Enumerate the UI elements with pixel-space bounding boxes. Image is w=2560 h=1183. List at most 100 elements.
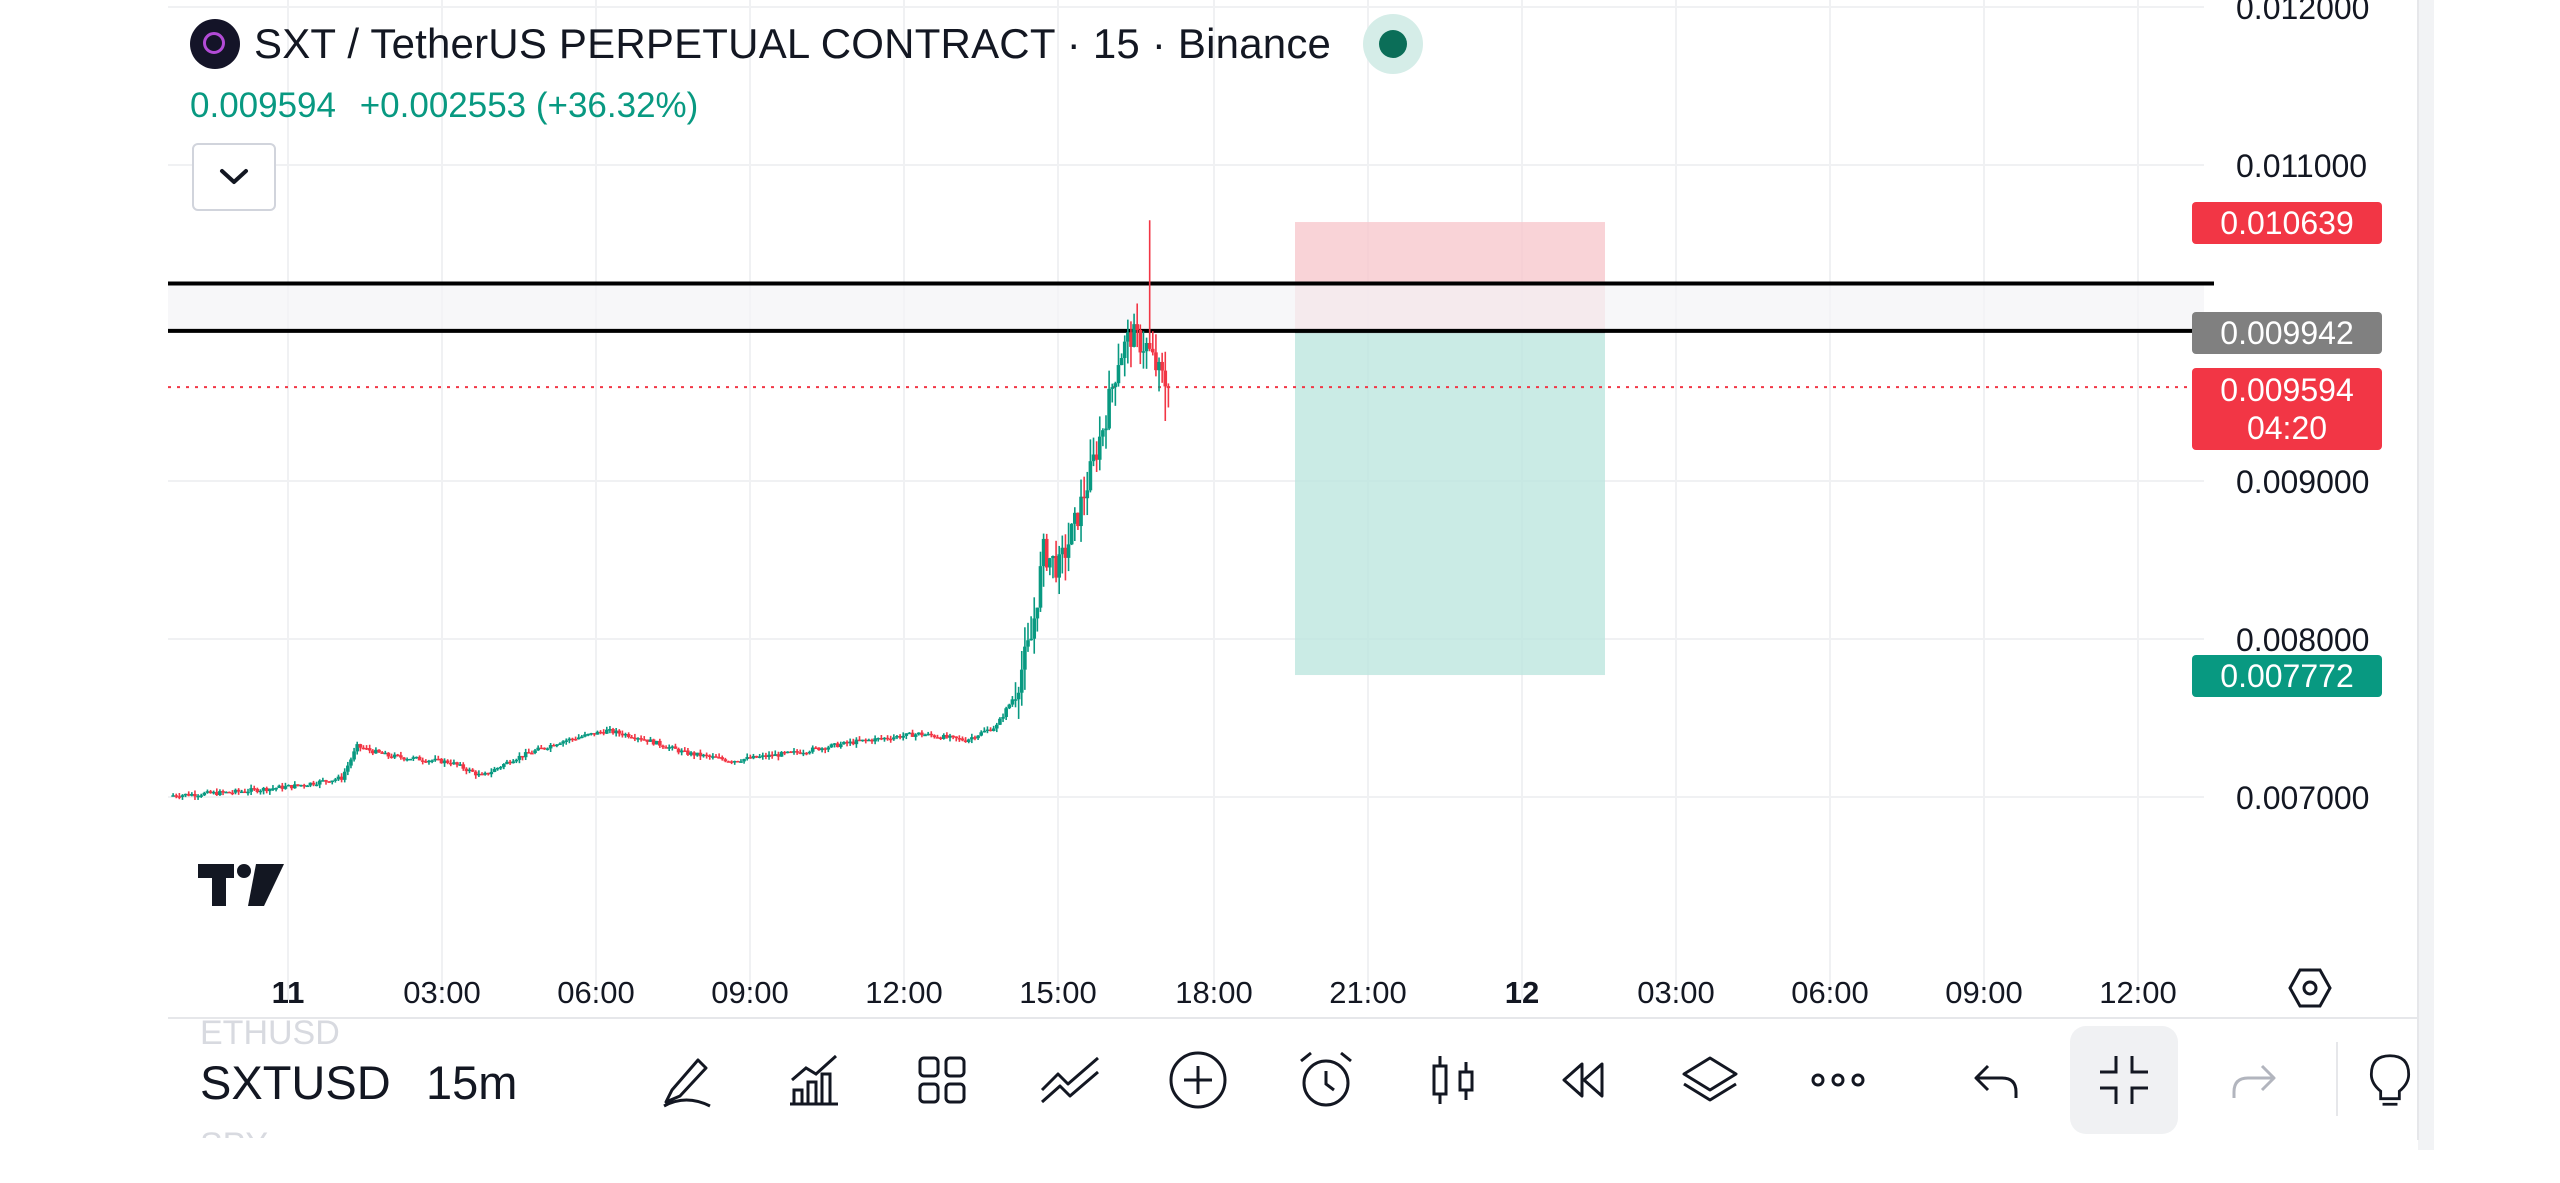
candle-up bbox=[1116, 365, 1121, 384]
candle-down bbox=[673, 746, 678, 749]
price-axis: 0.012000 0.011000 0.009000 0.008000 0.007000 bbox=[2236, 0, 2369, 816]
candle-down bbox=[395, 754, 400, 757]
candle-up bbox=[430, 760, 434, 762]
candle-down bbox=[174, 795, 179, 797]
replay-button[interactable] bbox=[1544, 1042, 1620, 1118]
candle-down bbox=[814, 747, 818, 750]
redo-button[interactable] bbox=[2216, 1042, 2292, 1118]
candle-up bbox=[246, 791, 250, 794]
candle-up bbox=[982, 730, 987, 733]
candle-up bbox=[998, 718, 1002, 725]
candle-up bbox=[654, 740, 659, 745]
candle-up bbox=[941, 734, 946, 739]
candle-down bbox=[186, 793, 191, 796]
fullscreen-exit-button[interactable] bbox=[2070, 1026, 2178, 1134]
candle-down bbox=[208, 791, 213, 794]
candle-down bbox=[243, 791, 247, 794]
price-tick-label: 0.011000 bbox=[2236, 148, 2367, 184]
candle-down bbox=[776, 754, 781, 757]
candle-up bbox=[205, 791, 210, 793]
candle-down bbox=[629, 737, 634, 739]
symbol-title[interactable]: SXT / TetherUS PERPETUAL CONTRACT · 15 ·… bbox=[254, 20, 1332, 67]
layers-button[interactable] bbox=[1672, 1042, 1748, 1118]
symbol-selector[interactable]: SXTUSD bbox=[200, 1056, 391, 1109]
candle-up bbox=[810, 747, 815, 752]
candle-down bbox=[1135, 324, 1139, 330]
candles bbox=[171, 220, 1171, 800]
candle-up bbox=[239, 791, 244, 794]
candle-down bbox=[420, 760, 425, 762]
candle-up bbox=[842, 741, 846, 745]
candle-down bbox=[698, 752, 703, 757]
candle-down bbox=[686, 750, 690, 755]
candle-up bbox=[576, 737, 581, 740]
bar-style-button[interactable] bbox=[1416, 1042, 1492, 1118]
candle-up bbox=[892, 737, 896, 740]
candle-up bbox=[895, 735, 899, 738]
candle-down bbox=[527, 752, 531, 754]
candle-up bbox=[832, 743, 837, 745]
candle-down bbox=[620, 733, 625, 736]
current-price-value: 0.009594 bbox=[2220, 372, 2354, 408]
candle-up bbox=[330, 780, 335, 783]
candle-up bbox=[293, 784, 297, 789]
candle-down bbox=[1129, 332, 1133, 347]
candle-up bbox=[913, 734, 918, 737]
candle-down bbox=[639, 738, 643, 740]
time-tick-label: 12:00 bbox=[865, 975, 943, 1010]
candle-down bbox=[658, 740, 662, 746]
candle-up bbox=[408, 758, 413, 761]
candle-up bbox=[595, 731, 600, 735]
candle-up bbox=[860, 739, 865, 742]
candle-down bbox=[789, 751, 793, 754]
candle-down bbox=[601, 732, 606, 734]
candle-down bbox=[720, 757, 725, 760]
indicators-button[interactable] bbox=[776, 1042, 852, 1118]
more-button[interactable] bbox=[1800, 1042, 1876, 1118]
candle-up bbox=[761, 755, 765, 757]
alert-icon bbox=[1300, 1051, 1352, 1107]
grid bbox=[168, 0, 2204, 1000]
candle-up bbox=[876, 738, 881, 740]
candle-up bbox=[498, 766, 503, 769]
settings-hexagon-icon bbox=[2288, 968, 2332, 1008]
drawing-tools-icon bbox=[1040, 1056, 1099, 1104]
market-status-icon[interactable] bbox=[1363, 14, 1424, 74]
alert-button[interactable] bbox=[1288, 1042, 1364, 1118]
candle-up bbox=[190, 794, 194, 796]
indicators-icon bbox=[790, 1054, 838, 1106]
interval-selector[interactable]: 15m bbox=[426, 1056, 518, 1109]
collapse-legend-button[interactable] bbox=[192, 143, 276, 211]
candle-up bbox=[589, 733, 593, 735]
candle-up bbox=[414, 756, 419, 759]
candle-down bbox=[221, 791, 225, 793]
templates-button[interactable] bbox=[904, 1042, 980, 1118]
candle-down bbox=[386, 752, 391, 757]
candle-up bbox=[548, 745, 553, 749]
drawing-tools-button[interactable] bbox=[1032, 1042, 1108, 1118]
candle-down bbox=[177, 796, 182, 798]
chart-settings-button[interactable] bbox=[2280, 958, 2340, 1018]
ideas-button[interactable] bbox=[2362, 1042, 2418, 1118]
candle-up bbox=[970, 737, 974, 740]
symbol-prev[interactable]: ETHUSD bbox=[200, 1014, 340, 1052]
candle-up bbox=[623, 734, 628, 736]
brush-button[interactable] bbox=[648, 1042, 724, 1118]
symbol-next[interactable]: SPY bbox=[200, 1126, 268, 1138]
undo-button[interactable] bbox=[1958, 1042, 2034, 1118]
candle-up bbox=[1097, 436, 1102, 460]
candle-up bbox=[807, 751, 812, 754]
add-button[interactable] bbox=[1160, 1042, 1236, 1118]
candle-up bbox=[452, 762, 456, 764]
candle-up bbox=[1144, 343, 1149, 352]
right-scrollbar[interactable] bbox=[2418, 0, 2434, 1150]
candle-up bbox=[495, 767, 500, 770]
candle-down bbox=[795, 751, 799, 753]
candle-down bbox=[598, 731, 603, 734]
undo-icon bbox=[1974, 1064, 2018, 1098]
candle-up bbox=[701, 754, 706, 757]
candle-up bbox=[249, 788, 253, 792]
candle-up bbox=[564, 740, 569, 742]
